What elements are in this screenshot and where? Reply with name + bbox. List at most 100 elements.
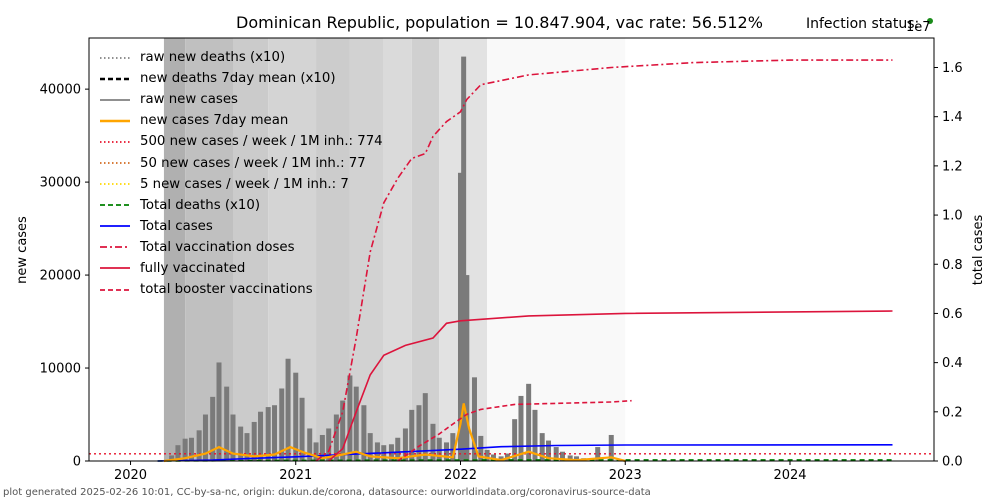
- bar-raw-new-cases: [196, 430, 202, 461]
- bar-raw-new-cases: [265, 407, 271, 461]
- bar-raw-new-cases: [430, 423, 436, 461]
- bar-raw-new-cases: [471, 377, 477, 461]
- bar-raw-new-cases: [251, 421, 257, 461]
- bar-raw-new-cases: [333, 414, 339, 461]
- legend-label: Total deaths (x10): [140, 197, 261, 213]
- bar-raw-new-cases: [353, 386, 359, 461]
- bar-raw-new-cases: [444, 442, 449, 461]
- bar-raw-new-cases: [560, 451, 566, 461]
- bar-raw-new-cases: [436, 437, 442, 461]
- legend-item: Total cases: [99, 216, 383, 237]
- line-new-cases-7day-mean: [163, 403, 626, 463]
- x-tick-label: 2020: [114, 468, 147, 483]
- y-right-tick-label: 1.4: [942, 110, 963, 125]
- legend-label: Total vaccination doses: [140, 239, 295, 255]
- legend-item: Total vaccination doses: [99, 237, 383, 258]
- bar-raw-new-cases: [464, 275, 470, 461]
- legend-label: total booster vaccinations: [140, 282, 313, 298]
- bar-raw-new-cases: [188, 437, 194, 461]
- legend-label: raw new deaths (x10): [140, 50, 286, 66]
- y-axis-right-label: total cases: [971, 215, 986, 286]
- y-left-tick-label: 0: [73, 455, 81, 470]
- bar-raw-new-cases: [402, 428, 408, 461]
- y-right-tick-label: 1.6: [942, 61, 963, 76]
- bar-raw-new-cases: [567, 455, 573, 461]
- infection-status-dot: [927, 18, 933, 24]
- status-band: [163, 38, 186, 461]
- line-total-booster: [397, 399, 632, 462]
- bar-raw-new-cases: [169, 455, 175, 461]
- legend-item: 5 new cases / week / 1M inh.: 7: [99, 174, 383, 195]
- y-right-tick-label: 1.0: [942, 209, 963, 224]
- bar-raw-new-cases: [450, 433, 456, 461]
- bar-raw-new-cases: [319, 434, 325, 461]
- legend-swatch: [100, 77, 130, 80]
- line-total-vaccination-doses: [315, 59, 893, 462]
- legend-label: 50 new cases / week / 1M inh.: 77: [140, 155, 366, 171]
- legend-swatch: [100, 98, 130, 101]
- legend-item: new deaths 7day mean (x10): [99, 68, 383, 89]
- legend-label: 5 new cases / week / 1M inh.: 7: [140, 176, 349, 192]
- x-tick-label: 2022: [444, 468, 477, 483]
- legend-swatch: [100, 267, 130, 270]
- bar-raw-new-cases: [285, 358, 291, 461]
- bar-raw-new-cases: [546, 440, 552, 461]
- legend-label: 500 new cases / week / 1M inh.: 774: [140, 134, 383, 150]
- legend-swatch: [100, 141, 130, 143]
- y-left-tick-label: 40000: [40, 83, 81, 98]
- status-band: [316, 38, 350, 461]
- bar-raw-new-cases: [484, 449, 490, 461]
- legend-item: raw new cases: [99, 89, 383, 110]
- legend-item: Total deaths (x10): [99, 195, 383, 216]
- legend-label: new deaths 7day mean (x10): [140, 71, 336, 87]
- bar-raw-new-cases: [416, 405, 422, 461]
- bar-raw-new-cases: [574, 456, 579, 461]
- bar-raw-new-cases: [279, 388, 285, 461]
- bar-raw-new-cases: [230, 414, 236, 461]
- bar-raw-new-cases: [326, 428, 332, 461]
- bar-raw-new-cases: [409, 409, 415, 461]
- bar-raw-new-cases: [518, 395, 524, 461]
- bar-raw-new-cases: [182, 438, 188, 461]
- bar-raw-new-cases: [202, 414, 208, 461]
- legend-swatch: [100, 288, 130, 291]
- bar-raw-new-cases: [210, 396, 216, 461]
- bar-raw-new-cases: [216, 362, 222, 461]
- bar-raw-new-cases: [293, 372, 299, 461]
- bar-raw-new-cases: [539, 433, 545, 461]
- raw-new-cases-bars: [169, 56, 628, 462]
- bar-raw-new-cases: [361, 405, 367, 461]
- legend-swatch: [100, 246, 130, 249]
- bar-raw-new-cases: [422, 393, 428, 461]
- bar-raw-new-cases: [395, 437, 401, 461]
- bar-raw-new-cases: [526, 383, 532, 461]
- legend-item: 500 new cases / week / 1M inh.: 774: [99, 131, 383, 152]
- y-right-tick-label: 0.2: [942, 405, 963, 420]
- bar-raw-new-cases: [553, 447, 559, 461]
- bar-raw-new-cases: [313, 442, 319, 461]
- bar-raw-new-cases: [272, 405, 278, 461]
- legend-label: new cases 7day mean: [140, 113, 289, 129]
- x-tick-label: 2023: [609, 468, 642, 483]
- legend-item: fully vaccinated: [99, 258, 383, 279]
- y-axis-left: 0 10000 20000 30000 40000: [40, 83, 89, 470]
- footer-credit: plot generated 2025-02-26 10:01, CC-by-s…: [3, 487, 651, 498]
- legend-swatch: [100, 225, 130, 228]
- y-axis-left-label: new cases: [15, 216, 30, 284]
- status-band: [232, 38, 269, 461]
- bar-raw-new-cases: [374, 442, 380, 461]
- bar-raw-new-cases: [367, 433, 373, 461]
- legend-label: fully vaccinated: [140, 260, 246, 276]
- legend-swatch: [100, 119, 130, 123]
- y-left-tick-label: 20000: [40, 269, 81, 284]
- bar-raw-new-cases: [175, 445, 181, 461]
- bar-raw-new-cases: [238, 426, 244, 461]
- legend-swatch: [100, 204, 130, 207]
- legend-swatch: [100, 183, 130, 186]
- legend-label: Total cases: [140, 218, 213, 234]
- bar-raw-new-cases: [347, 375, 353, 461]
- bar-raw-new-cases: [608, 434, 614, 461]
- y-right-tick-label: 0.0: [942, 455, 963, 470]
- status-band: [487, 38, 626, 461]
